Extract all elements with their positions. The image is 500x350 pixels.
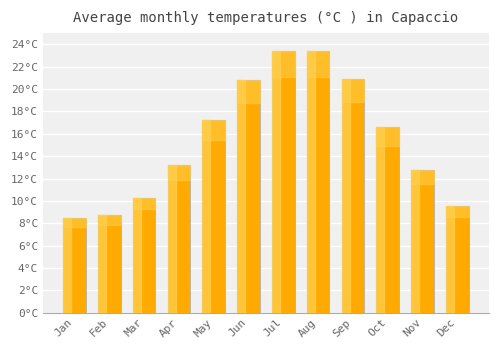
Bar [63,218,86,313]
Bar [202,120,225,313]
Bar [342,79,349,313]
Bar [272,51,280,313]
Bar [63,218,86,227]
Bar [376,127,384,313]
Bar [411,170,419,313]
Bar [168,165,190,180]
Bar [133,197,141,313]
Bar [202,120,210,313]
Bar [63,218,71,313]
Bar [237,80,260,313]
Bar [342,79,364,313]
Bar [307,51,330,77]
Bar [411,170,434,184]
Bar [411,170,434,313]
Bar [98,215,106,313]
Bar [376,127,399,313]
Bar [168,165,175,313]
Bar [237,80,260,103]
Bar [133,197,156,209]
Bar [446,206,468,313]
Bar [272,51,294,313]
Bar [446,206,454,313]
Bar [133,197,156,313]
Bar [376,127,399,146]
Bar [168,165,190,313]
Bar [272,51,294,77]
Title: Average monthly temperatures (°C ) in Capaccio: Average monthly temperatures (°C ) in Ca… [74,11,458,25]
Bar [342,79,364,103]
Bar [98,215,120,225]
Bar [446,206,468,217]
Bar [237,80,245,313]
Bar [98,215,120,313]
Bar [307,51,330,313]
Bar [307,51,314,313]
Bar [202,120,225,140]
